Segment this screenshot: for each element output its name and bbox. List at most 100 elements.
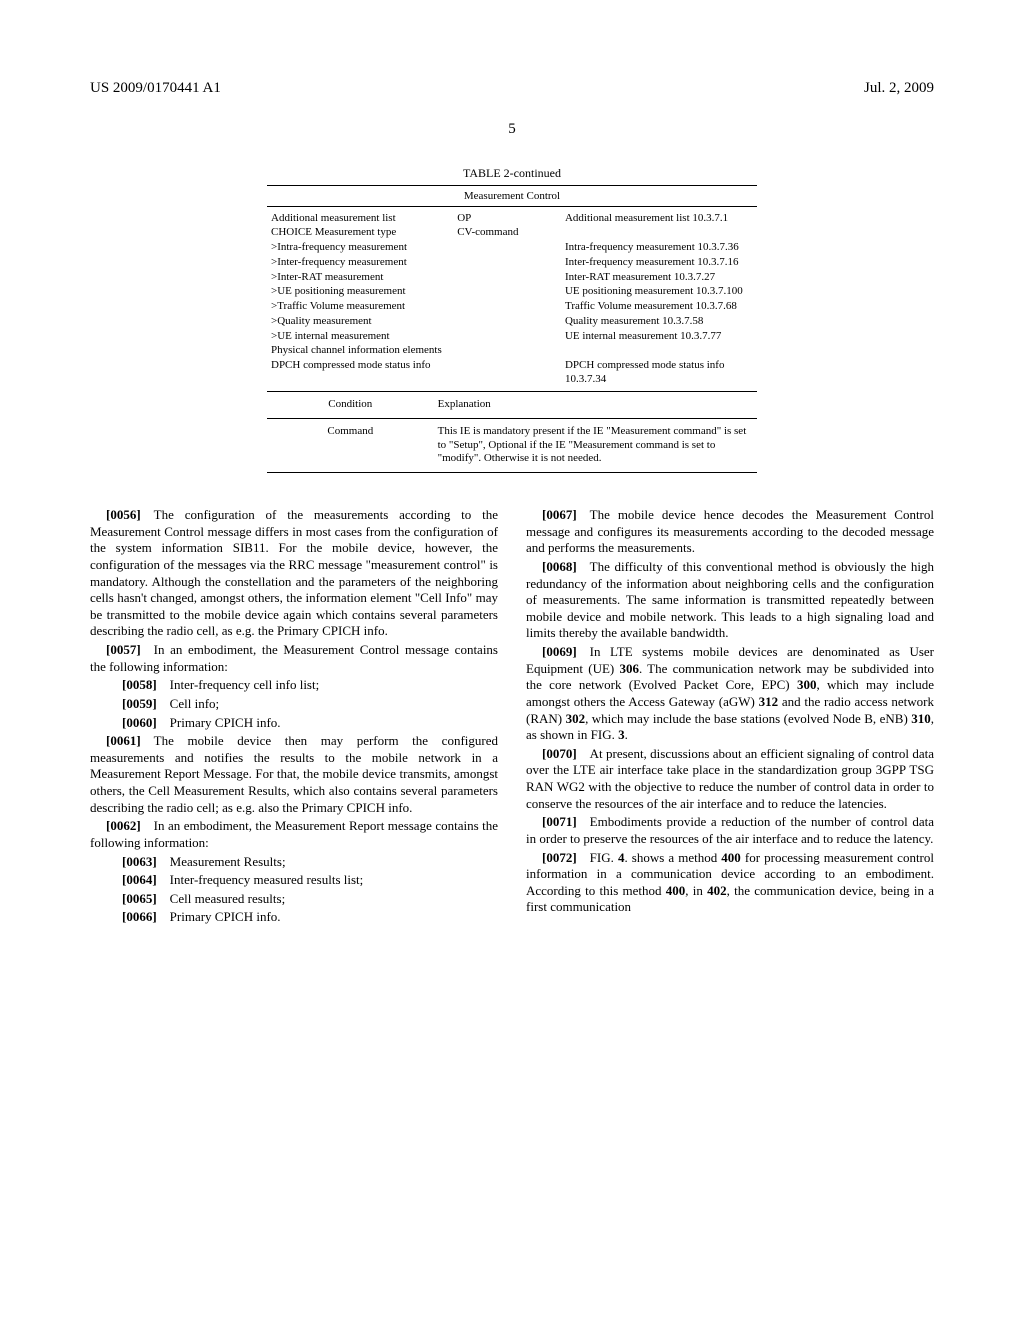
- page-header: US 2009/0170441 A1 Jul. 2, 2009: [90, 80, 934, 97]
- para-0063: [0063] Measurement Results;: [90, 854, 498, 871]
- cell: [453, 359, 561, 388]
- table-row: DPCH compressed mode status info DPCH com…: [267, 359, 757, 388]
- condition-body-table: Command This IE is mandatory present if …: [267, 423, 757, 468]
- table-row: >UE positioning measurement UE positionin…: [267, 285, 757, 300]
- para-0069: [0069] In LTE systems mobile devices are…: [526, 644, 934, 744]
- table-row: >Traffic Volume measurement Traffic Volum…: [267, 300, 757, 315]
- table-row: >UE internal measurement UE internal meas…: [267, 329, 757, 344]
- table-rule: [267, 185, 757, 186]
- table-row: >Inter-frequency measurement Inter-freque…: [267, 255, 757, 270]
- condition-table: Condition Explanation: [267, 396, 757, 414]
- table-title: TABLE 2-continued: [267, 166, 757, 181]
- cell: Intra-frequency measurement 10.3.7.36: [561, 241, 757, 256]
- para-0072: [0072] FIG. 4. shows a method 400 for pr…: [526, 850, 934, 917]
- cell: OP: [453, 211, 561, 226]
- para-text: The mobile device hence decodes the Meas…: [526, 507, 934, 555]
- para-0062: [0062] In an embodiment, the Measurement…: [90, 818, 498, 851]
- cell: [453, 314, 561, 329]
- cell: Inter-frequency measurement 10.3.7.16: [561, 255, 757, 270]
- cell: [453, 300, 561, 315]
- cell: [453, 285, 561, 300]
- para-text: Measurement Results;: [157, 854, 286, 869]
- para-0060: [0060] Primary CPICH info.: [90, 715, 498, 732]
- cell: >UE positioning measurement: [267, 285, 453, 300]
- table-row: Command This IE is mandatory present if …: [267, 423, 757, 468]
- table-row: >Intra-frequency measurement Intra-freque…: [267, 241, 757, 256]
- table-2-continued: TABLE 2-continued Measurement Control Ad…: [267, 166, 757, 473]
- cell: [561, 226, 757, 241]
- para-text: Inter-frequency cell info list;: [157, 677, 320, 692]
- para-0064: [0064] Inter-frequency measured results …: [90, 872, 498, 889]
- para-0070: [0070] At present, discussions about an …: [526, 746, 934, 813]
- cell: [453, 329, 561, 344]
- para-0068: [0068] The difficulty of this convention…: [526, 559, 934, 642]
- para-0056: [0056] The configuration of the measurem…: [90, 507, 498, 640]
- cond-right: This IE is mandatory present if the IE "…: [434, 423, 757, 468]
- para-0066: [0066] Primary CPICH info.: [90, 909, 498, 926]
- cell: [453, 270, 561, 285]
- table-row: >Inter-RAT measurement Inter-RAT measurem…: [267, 270, 757, 285]
- cell: CHOICE Measurement type: [267, 226, 453, 241]
- publication-date: Jul. 2, 2009: [864, 80, 934, 97]
- cell: UE positioning measurement 10.3.7.100: [561, 285, 757, 300]
- para-text: Primary CPICH info.: [157, 909, 281, 924]
- para-text: The mobile device then may perform the c…: [90, 733, 498, 815]
- para-text: Inter-frequency measured results list;: [157, 872, 364, 887]
- para-text: In LTE systems mobile devices are denomi…: [526, 644, 934, 742]
- para-0059: [0059] Cell info;: [90, 696, 498, 713]
- body-columns: [0056] The configuration of the measurem…: [90, 507, 934, 926]
- para-0065: [0065] Cell measured results;: [90, 891, 498, 908]
- cell: [453, 344, 561, 359]
- para-text: In an embodiment, the Measurement Contro…: [90, 642, 498, 674]
- cell: [453, 255, 561, 270]
- page-number: 5: [90, 121, 934, 138]
- para-0071: [0071] Embodiments provide a reduction o…: [526, 814, 934, 847]
- table-row: Additional measurement listOPAdditional …: [267, 211, 757, 226]
- cell: DPCH compressed mode status info 10.3.7.…: [561, 359, 757, 388]
- para-text: The difficulty of this conventional meth…: [526, 559, 934, 641]
- table-rule: [267, 472, 757, 473]
- cell: UE internal measurement 10.3.7.77: [561, 329, 757, 344]
- cell: Quality measurement 10.3.7.58: [561, 314, 757, 329]
- cell: [453, 241, 561, 256]
- para-text: At present, discussions about an efficie…: [526, 746, 934, 811]
- cell: >Intra-frequency measurement: [267, 241, 453, 256]
- para-0057: [0057] In an embodiment, the Measurement…: [90, 642, 498, 675]
- measurement-control-table: Additional measurement listOPAdditional …: [267, 211, 757, 387]
- cell: CV-command: [453, 226, 561, 241]
- cond-header-left: Condition: [267, 396, 434, 414]
- cell: >Traffic Volume measurement: [267, 300, 453, 315]
- cell: [561, 344, 757, 359]
- cell: >Inter-frequency measurement: [267, 255, 453, 270]
- cell: Additional measurement list 10.3.7.1: [561, 211, 757, 226]
- para-0061: [0061] The mobile device then may perfor…: [90, 733, 498, 816]
- table-rule: [267, 418, 757, 419]
- table-row: >Quality measurement Quality measurement …: [267, 314, 757, 329]
- table-row: CHOICE Measurement typeCV-command: [267, 226, 757, 241]
- para-text: Cell info;: [157, 696, 219, 711]
- table-rule: [267, 391, 757, 392]
- cell: >Quality measurement: [267, 314, 453, 329]
- cell: Inter-RAT measurement 10.3.7.27: [561, 270, 757, 285]
- publication-id: US 2009/0170441 A1: [90, 80, 221, 97]
- para-text: In an embodiment, the Measurement Report…: [90, 818, 498, 850]
- cell: Additional measurement list: [267, 211, 453, 226]
- para-text: Cell measured results;: [157, 891, 286, 906]
- para-text: The configuration of the measurements ac…: [90, 507, 498, 638]
- cell: >UE internal measurement: [267, 329, 453, 344]
- table-row: Condition Explanation: [267, 396, 757, 414]
- cell: Physical channel information elements: [267, 344, 453, 359]
- table-subtitle: Measurement Control: [267, 190, 757, 202]
- table-rule: [267, 206, 757, 207]
- para-text: Primary CPICH info.: [157, 715, 281, 730]
- para-0067: [0067] The mobile device hence decodes t…: [526, 507, 934, 557]
- para-text: Embodiments provide a reduction of the n…: [526, 814, 934, 846]
- para-0058: [0058] Inter-frequency cell info list;: [90, 677, 498, 694]
- cond-header-right: Explanation: [434, 396, 757, 414]
- cell: >Inter-RAT measurement: [267, 270, 453, 285]
- cond-left: Command: [267, 423, 434, 468]
- cell: Traffic Volume measurement 10.3.7.68: [561, 300, 757, 315]
- cell: DPCH compressed mode status info: [267, 359, 453, 388]
- para-text: FIG. 4. shows a method 400 for processin…: [526, 850, 934, 915]
- table-row: Physical channel information elements: [267, 344, 757, 359]
